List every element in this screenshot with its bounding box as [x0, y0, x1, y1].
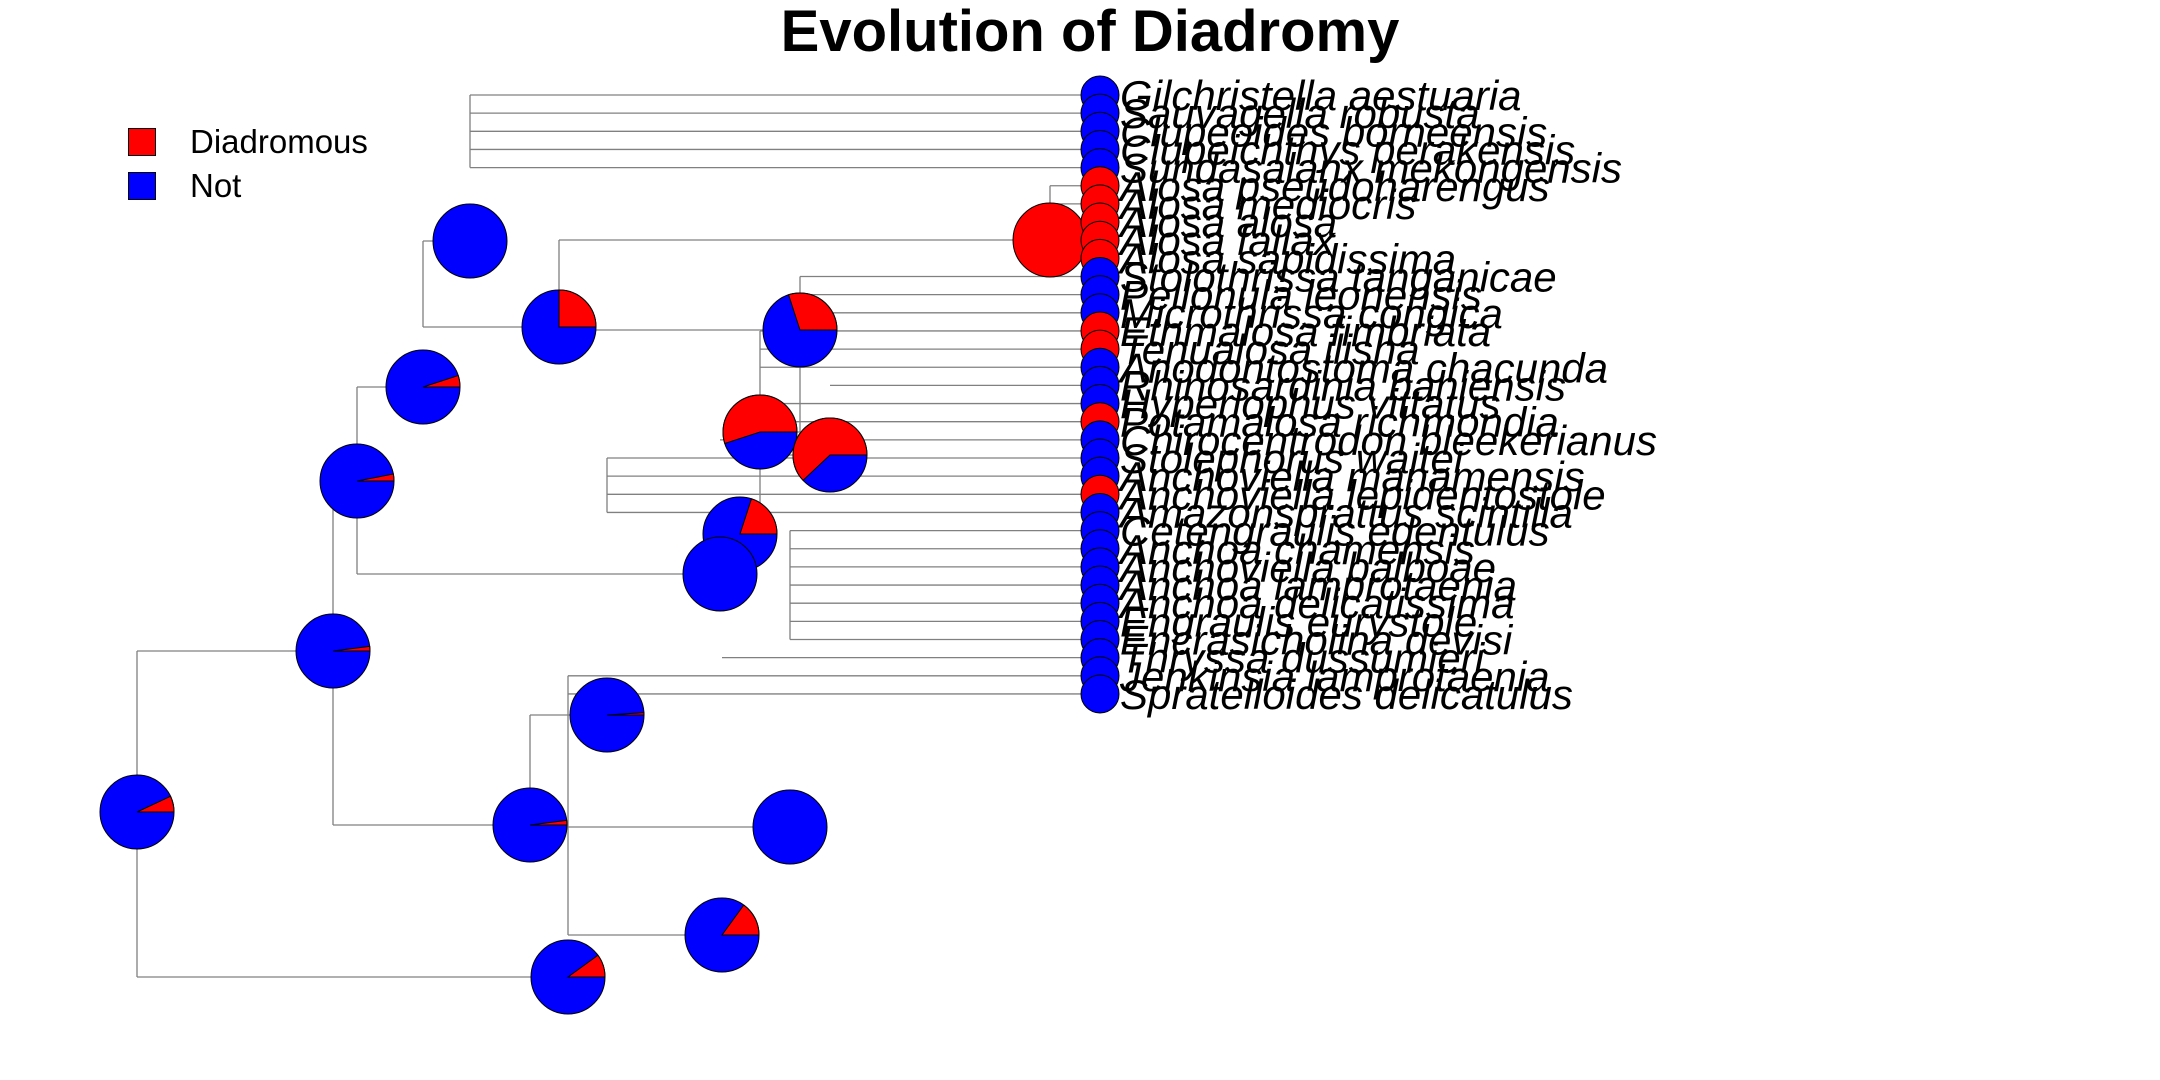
legend: Diadromous Not: [128, 120, 368, 208]
tip-label-26: Anchoviella balboae: [1117, 544, 1496, 591]
tip-label-15: Anodontostoma chacunda: [1117, 344, 1608, 391]
chart-title: Evolution of Diadromy: [780, 0, 1400, 64]
tip-label-27: Anchoa lamprotaenia: [1117, 562, 1517, 609]
node-pie-alosa: [1012, 202, 1088, 278]
legend-swatch-not: [128, 172, 156, 200]
legend-swatch-diadromous: [128, 128, 156, 156]
tip-label-20: Stolephorus waitei: [1120, 435, 1465, 482]
tip-label-0: Gilchristella aestuaria: [1120, 72, 1522, 119]
tip-label-12: Microthrissa congica: [1120, 290, 1503, 337]
tip-label-10: Stolothrissa tanganicae: [1120, 254, 1557, 301]
tip-label-1: Sauvagella robusta: [1120, 90, 1480, 137]
tip-label-29: Engraulis eurystole: [1120, 598, 1477, 645]
node-pie-spratel: [530, 939, 606, 1015]
tip-label-2: Clupeoides borneensis: [1120, 108, 1547, 155]
tip-label-18: Potamalosa richmondia: [1120, 399, 1559, 446]
node-pie-dorosom: [722, 394, 798, 470]
node-pie-anchov: [569, 677, 645, 753]
tip-pie-33: [1080, 674, 1120, 714]
node-pie-pellon: [319, 443, 395, 519]
tip-label-6: Alosa mediocris: [1117, 181, 1416, 228]
node-pies: [99, 202, 1088, 1015]
node-pie-pellonula: [762, 292, 838, 368]
tip-label-14: Tenualosa ilisha: [1120, 326, 1420, 373]
node-pie-dussum: [684, 897, 760, 973]
tip-label-7: Alosa alosa: [1117, 199, 1337, 246]
node-pie-clupeoid_a: [385, 349, 461, 425]
tip-label-16: Rhinosardinia bahiensis: [1120, 362, 1566, 409]
legend-label-not: Not: [190, 167, 242, 204]
branches: [136, 94, 1100, 978]
tip-label-24: Cetengraulis edentulus: [1120, 508, 1550, 555]
tip-label-23: Amazonsprattus scintilla: [1117, 489, 1573, 536]
tip-label-30: Encrasicholina devisi: [1120, 617, 1514, 664]
tip-label-25: Anchoa chamensis: [1117, 526, 1475, 573]
tip-label-5: Alosa pseudoharengus: [1117, 163, 1550, 210]
legend-label-diadromous: Diadromous: [190, 123, 368, 160]
tip-label-31: Thryssa dussumieri: [1120, 635, 1486, 682]
node-pie-root: [99, 774, 175, 850]
tip-label-4: Sundasalanx mekongensis: [1120, 145, 1622, 192]
node-pie-anchoa: [752, 789, 828, 865]
tip-label-21: Anchoviella manamensis: [1117, 453, 1585, 500]
tip-label-17: Hyperlophus vittatus: [1120, 381, 1501, 428]
tip-label-11: Pellonula leonensis: [1120, 272, 1482, 319]
tip-pies: [1080, 75, 1120, 714]
tip-label-3: Clupeichthys perakensis: [1120, 126, 1575, 173]
legend-item-diadromous: Diadromous: [128, 120, 368, 164]
tip-label-9: Alosa sapidissima: [1117, 235, 1456, 282]
node-pie-ethm: [792, 417, 868, 493]
tip-label-13: Ethmalosa fimbriata: [1120, 308, 1491, 355]
node-pie-alosa_group: [521, 289, 597, 365]
node-pie-gilch: [432, 203, 508, 279]
tip-label-33: Spratelloides delicatulus: [1120, 671, 1573, 718]
tip-label-8: Alosa fallax: [1117, 217, 1337, 264]
node-pie-chiro: [682, 536, 758, 612]
tip-label-32: Jenkinsia lamprotaenia: [1119, 653, 1550, 700]
tip-label-28: Anchoa delicatissima: [1117, 580, 1515, 627]
tip-label-22: Anchoviella lepidentostole: [1117, 471, 1606, 518]
node-pie-clupeid: [295, 613, 371, 689]
legend-item-not: Not: [128, 164, 368, 208]
node-pie-engraulid: [492, 787, 568, 863]
tip-label-19: Chirocentrodon bleekerianus: [1120, 417, 1657, 464]
